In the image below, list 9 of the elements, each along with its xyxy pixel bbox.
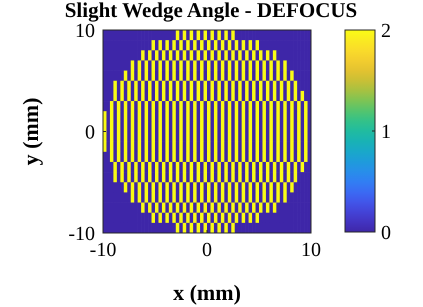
chart-title: Slight Wedge Angle - DEFOCUS: [64, 0, 358, 22]
color-bar-label: 1: [381, 121, 391, 143]
color-bar-label: 0: [381, 222, 391, 244]
color-bar-label: 2: [381, 20, 391, 42]
x-tick-label: 0: [202, 239, 212, 261]
y-axis-title: y (mm): [18, 98, 43, 166]
y-tick-label: 0: [85, 122, 95, 144]
x-tick-label: 10: [301, 239, 321, 261]
x-axis-title: x (mm): [173, 280, 241, 305]
